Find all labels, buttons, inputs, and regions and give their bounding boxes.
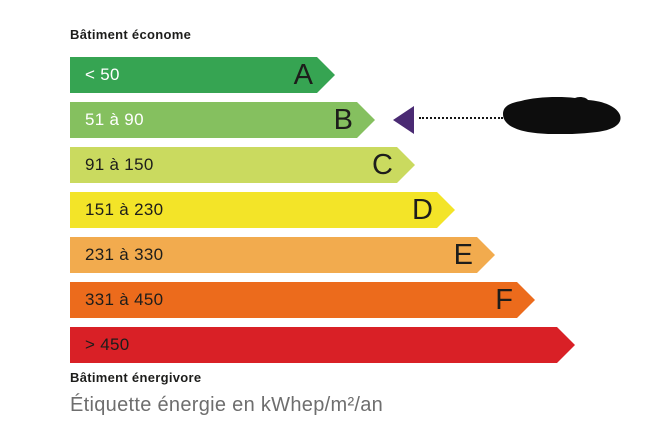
energy-class-letter: D <box>412 193 433 226</box>
energy-range-label: 91 à 150 <box>85 155 154 174</box>
energy-range-label: 331 à 450 <box>85 290 164 309</box>
redacted-value-blob <box>503 96 621 134</box>
energy-class-letter: A <box>293 58 313 91</box>
energy-intensive-building-label: Bâtiment énergivore <box>70 370 202 385</box>
energy-class-letter: C <box>372 148 393 181</box>
energy-range-label: 151 à 230 <box>85 200 164 219</box>
energy-range-label: < 50 <box>85 65 120 84</box>
rating-pointer-arrow-icon <box>393 106 414 134</box>
energy-bar-a: < 50 A <box>70 57 335 93</box>
energy-class-letter: F <box>495 283 513 316</box>
economical-building-label: Bâtiment économe <box>70 27 192 42</box>
energy-bar-g: > 450 <box>70 327 575 363</box>
energy-scale: < 50 A 51 à 90 B 91 à 150 C 151 à 230 D … <box>70 57 575 372</box>
energy-bar-d: 151 à 230 D <box>70 192 455 228</box>
chart-caption: Étiquette énergie en kWhep/m²/an <box>70 394 384 416</box>
energy-range-label: > 450 <box>85 335 130 354</box>
energy-bar-c: 91 à 150 C <box>70 147 415 183</box>
dotted-connector-line <box>419 117 503 119</box>
energy-class-letter: E <box>453 238 473 271</box>
energy-range-label: 231 à 330 <box>85 245 164 264</box>
energy-bar-e: 231 à 330 E <box>70 237 495 273</box>
energy-range-label: 51 à 90 <box>85 110 144 129</box>
energy-bar-f: 331 à 450 F <box>70 282 535 318</box>
energy-bar-b: 51 à 90 B <box>70 102 375 138</box>
energy-class-letter: B <box>333 103 353 136</box>
